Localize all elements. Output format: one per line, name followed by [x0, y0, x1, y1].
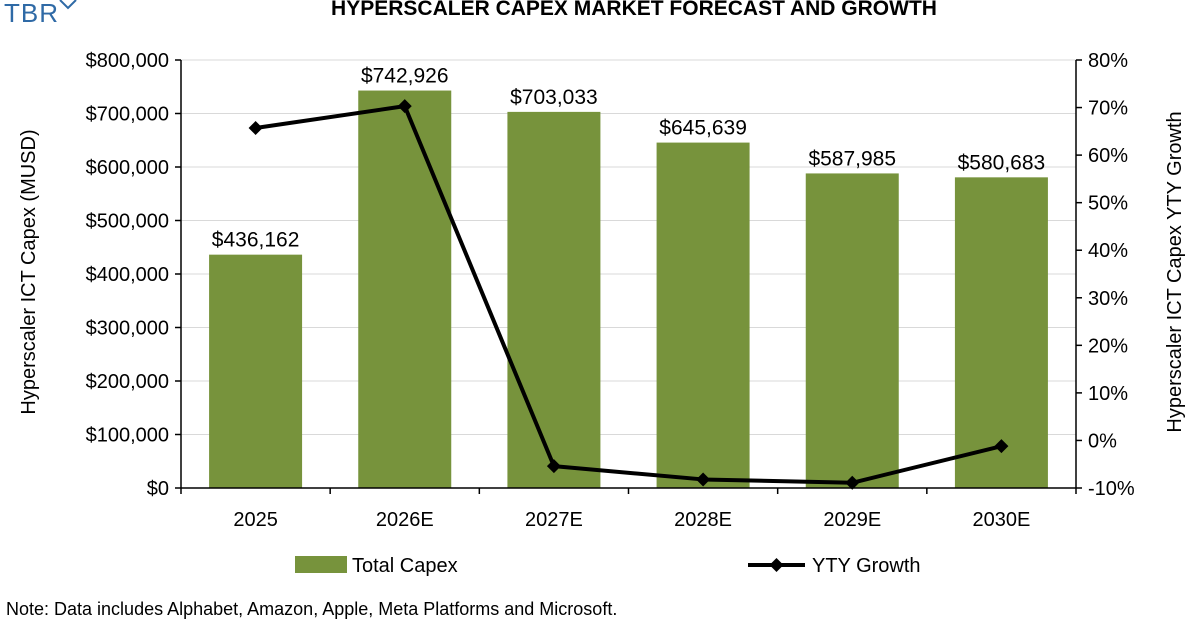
x-tick-label: 2027E [525, 509, 583, 531]
bar-2028e [656, 142, 750, 488]
x-tick-label: 2026E [376, 509, 434, 531]
right-axis-ticks: 80% 70% 60% 50% 40% 30% 20% 10% 0% -10% [1076, 50, 1135, 500]
left-tick-label: $500,000 [86, 211, 169, 233]
right-tick-label: 20% [1088, 335, 1128, 357]
legend-label-total-capex: Total Capex [352, 555, 458, 577]
legend-label-yty-growth: YTY Growth [812, 555, 921, 577]
gridlines [181, 59, 1076, 435]
left-tick-label: $0 [147, 478, 169, 500]
right-tick-label: 80% [1088, 50, 1128, 72]
x-tick-label: 2030E [972, 509, 1030, 531]
bar-2026e [358, 90, 452, 488]
bar-data-label: $645,639 [659, 117, 747, 140]
right-tick-label: 10% [1088, 383, 1128, 405]
right-tick-label: 50% [1088, 193, 1128, 215]
bar-2030e [954, 177, 1048, 488]
x-tick-label: 2025 [233, 509, 278, 531]
legend: Total Capex YTY Growth [295, 555, 921, 577]
left-axis-ticks: $800,000 $700,000 $600,000 $500,000 $400,000… [86, 50, 181, 500]
right-tick-label: 70% [1088, 98, 1128, 120]
legend-marker-yty-growth [769, 558, 784, 572]
left-tick-label: $600,000 [86, 157, 169, 179]
yty-growth-marker-2025 [248, 121, 263, 136]
bars [209, 90, 1048, 488]
chart: HYPERSCALER CAPEX MARKET FORECAST AND GR… [18, 0, 1186, 577]
bar-data-label: $580,683 [958, 151, 1046, 174]
yty-growth-marker-2029e [845, 475, 860, 490]
chart-title: HYPERSCALER CAPEX MARKET FORECAST AND GR… [331, 0, 937, 20]
left-tick-label: $300,000 [86, 318, 169, 340]
right-tick-label: 60% [1088, 145, 1128, 167]
x-tick-label: 2029E [823, 509, 881, 531]
right-tick-label: 30% [1088, 288, 1128, 310]
bar-data-label: $436,162 [212, 229, 300, 252]
yty-growth-marker-2028e [696, 472, 711, 487]
left-tick-label: $100,000 [86, 425, 169, 447]
bar-data-label: $703,033 [510, 86, 598, 109]
right-tick-label: 40% [1088, 240, 1128, 262]
growth-line-layer [248, 99, 1009, 490]
yty-growth-marker-2026e [397, 99, 412, 114]
legend-swatch-total-capex [295, 556, 347, 573]
left-tick-label: $200,000 [86, 371, 169, 393]
left-tick-label: $700,000 [86, 104, 169, 126]
tbr-logo-mark-icon [59, 0, 77, 10]
bar-2029e [805, 173, 899, 488]
y2-axis-title: Hyperscaler ICT Capex YTY Growth [1164, 111, 1186, 432]
y-axis-title: Hyperscaler ICT Capex (MUSD) [18, 129, 40, 414]
yty-growth-line [255, 104, 1002, 485]
footnote: Note: Data includes Alphabet, Amazon, Ap… [6, 599, 618, 619]
right-tick-label: -10% [1088, 478, 1135, 500]
left-tick-label: $800,000 [86, 50, 169, 72]
x-tick-label: 2028E [674, 509, 732, 531]
bar-data-label: $587,985 [808, 147, 896, 170]
right-tick-label: 0% [1088, 430, 1117, 452]
bar-2025 [209, 254, 303, 488]
tbr-logo: TBR [4, 0, 59, 28]
bar-data-labels: $436,162 $742,926 $703,033 $645,639 $587,985… [212, 65, 1045, 252]
left-tick-label: $400,000 [86, 264, 169, 286]
bar-2027e [507, 111, 601, 488]
bar-data-label: $742,926 [361, 65, 449, 88]
yty-growth-marker-2030e [994, 439, 1009, 454]
x-axis-ticks: 2025 2026E 2027E 2028E 2029E 2030E [180, 488, 1077, 531]
yty-growth-marker-2027e [546, 459, 561, 474]
